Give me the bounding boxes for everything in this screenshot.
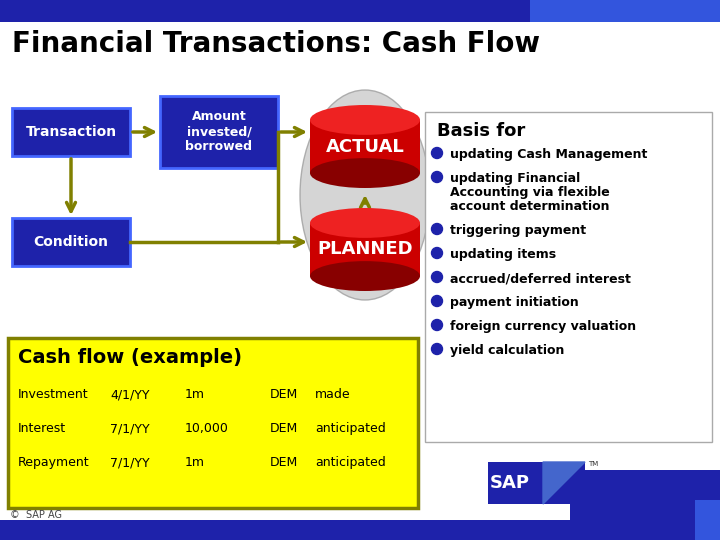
Text: TM: TM xyxy=(588,461,598,467)
FancyBboxPatch shape xyxy=(425,112,712,442)
Text: ACTUAL: ACTUAL xyxy=(325,138,405,156)
FancyBboxPatch shape xyxy=(570,470,720,540)
Text: triggering payment: triggering payment xyxy=(450,224,586,237)
Text: Accounting via flexible: Accounting via flexible xyxy=(450,186,610,199)
FancyBboxPatch shape xyxy=(310,223,420,276)
FancyBboxPatch shape xyxy=(543,462,585,504)
Circle shape xyxy=(431,172,443,183)
Text: Repayment: Repayment xyxy=(18,456,89,469)
Ellipse shape xyxy=(310,261,420,291)
Text: Condition: Condition xyxy=(34,235,109,249)
FancyBboxPatch shape xyxy=(12,218,130,266)
Ellipse shape xyxy=(300,90,430,300)
Circle shape xyxy=(431,295,443,307)
Text: Amount
invested/
borrowed: Amount invested/ borrowed xyxy=(186,111,253,153)
FancyBboxPatch shape xyxy=(488,462,543,504)
Text: account determination: account determination xyxy=(450,200,610,213)
Text: payment initiation: payment initiation xyxy=(450,296,579,309)
Text: 7/1/YY: 7/1/YY xyxy=(110,422,150,435)
Text: Transaction: Transaction xyxy=(25,125,117,139)
Text: Financial Transactions: Cash Flow: Financial Transactions: Cash Flow xyxy=(12,30,540,58)
Text: updating items: updating items xyxy=(450,248,556,261)
Text: updating Cash Management: updating Cash Management xyxy=(450,148,647,161)
Text: PLANNED: PLANNED xyxy=(318,240,413,259)
Text: DEM: DEM xyxy=(270,422,298,435)
Text: foreign currency valuation: foreign currency valuation xyxy=(450,320,636,333)
Text: Basis for: Basis for xyxy=(437,122,526,140)
Text: ©  SAP AG: © SAP AG xyxy=(10,510,62,520)
Text: Investment: Investment xyxy=(18,388,89,401)
Ellipse shape xyxy=(310,158,420,188)
Text: 10,000: 10,000 xyxy=(185,422,229,435)
FancyBboxPatch shape xyxy=(530,0,720,22)
Circle shape xyxy=(431,272,443,282)
Text: 1m: 1m xyxy=(185,388,205,401)
FancyBboxPatch shape xyxy=(0,0,530,22)
Text: updating Financial: updating Financial xyxy=(450,172,580,185)
Text: yield calculation: yield calculation xyxy=(450,344,564,357)
Circle shape xyxy=(431,343,443,354)
Circle shape xyxy=(431,247,443,259)
FancyBboxPatch shape xyxy=(8,338,418,508)
Text: Cash flow (example): Cash flow (example) xyxy=(18,348,242,367)
Text: 4/1/YY: 4/1/YY xyxy=(110,388,150,401)
FancyBboxPatch shape xyxy=(310,120,420,173)
FancyBboxPatch shape xyxy=(160,96,278,168)
Text: Interest: Interest xyxy=(18,422,66,435)
Text: SAP: SAP xyxy=(490,474,530,492)
Circle shape xyxy=(431,147,443,159)
FancyBboxPatch shape xyxy=(0,520,720,540)
Text: made: made xyxy=(315,388,351,401)
Text: anticipated: anticipated xyxy=(315,422,386,435)
FancyBboxPatch shape xyxy=(695,500,720,540)
Text: 1m: 1m xyxy=(185,456,205,469)
Ellipse shape xyxy=(310,208,420,238)
Ellipse shape xyxy=(310,105,420,135)
Text: accrued/deferred interest: accrued/deferred interest xyxy=(450,272,631,285)
Polygon shape xyxy=(543,462,585,504)
FancyBboxPatch shape xyxy=(12,108,130,156)
Circle shape xyxy=(431,224,443,234)
Text: anticipated: anticipated xyxy=(315,456,386,469)
Text: DEM: DEM xyxy=(270,456,298,469)
Circle shape xyxy=(431,320,443,330)
Text: 7/1/YY: 7/1/YY xyxy=(110,456,150,469)
Text: DEM: DEM xyxy=(270,388,298,401)
